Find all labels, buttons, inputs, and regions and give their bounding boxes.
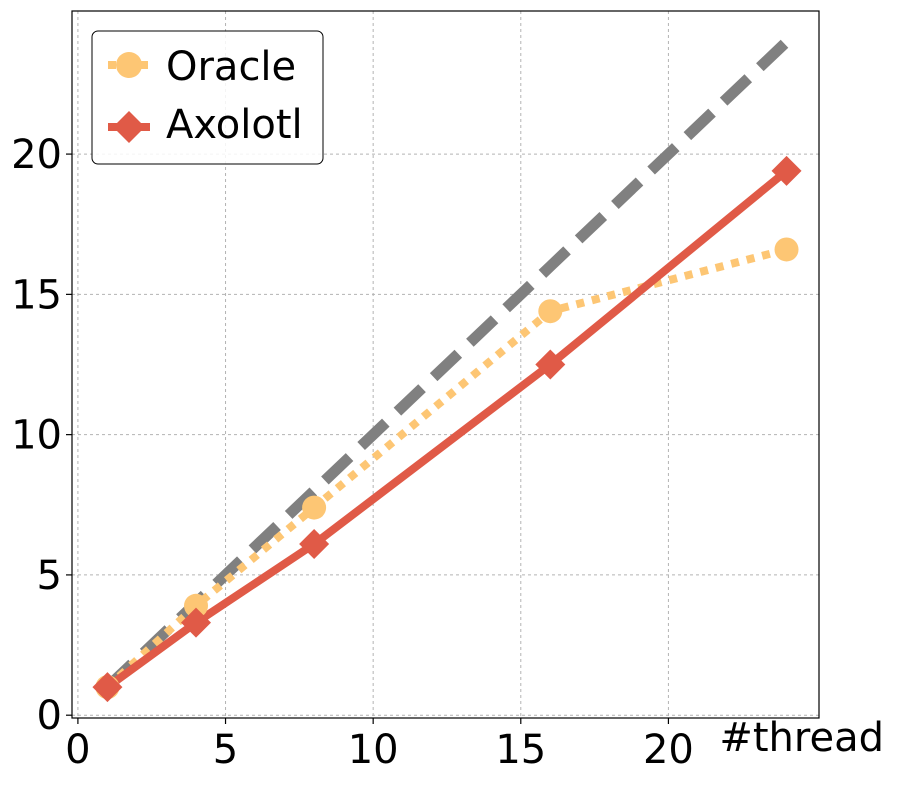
x-tick-label: 10 (348, 727, 399, 773)
x-tick-label: 5 (213, 727, 238, 773)
legend: Oracle Axolotl (91, 30, 324, 165)
y-tick-label: 20 (11, 132, 62, 178)
y-tick-label: 5 (37, 553, 62, 599)
plot-frame (71, 10, 820, 719)
legend-oracle-marker (116, 52, 142, 78)
x-axis-label: #thread (719, 715, 884, 761)
data-point-oracle (774, 237, 799, 262)
data-point-oracle (302, 495, 327, 520)
legend-entry-oracle: Oracle (108, 44, 296, 90)
data-point-axolotl (535, 349, 566, 380)
data-point-axolotl (299, 529, 330, 560)
data-point-oracle (538, 299, 563, 324)
x-tick-label: 0 (65, 727, 90, 773)
axis-ticks: 0 5 10 15 20 0 5 10 15 20 (11, 132, 694, 773)
x-tick-label: 15 (495, 727, 546, 773)
y-tick-label: 15 (11, 272, 62, 318)
legend-axolotl-marker (113, 111, 145, 143)
data-point-oracle (184, 593, 209, 618)
series-line-2 (105, 167, 790, 691)
data-point-axolotl (92, 672, 123, 703)
data-point-axolotl (181, 607, 212, 638)
data-point-axolotl (771, 155, 802, 186)
legend-entry-axolotl: Axolotl (108, 102, 303, 148)
legend-label-oracle: Oracle (166, 44, 296, 90)
legend-label-axolotl: Axolotl (166, 102, 303, 148)
y-tick-label: 0 (37, 693, 62, 739)
y-tick-label: 10 (11, 413, 62, 459)
series-markers (92, 155, 802, 703)
x-tick-label: 20 (643, 727, 694, 773)
